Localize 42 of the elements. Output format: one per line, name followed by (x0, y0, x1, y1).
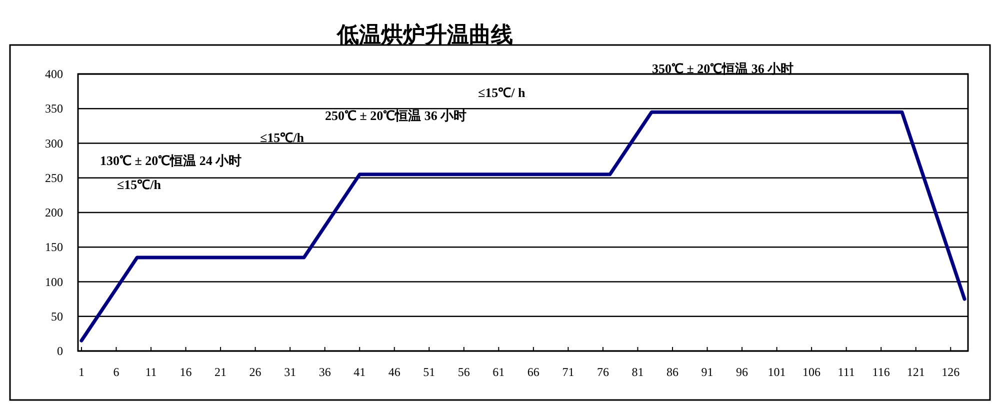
x-tick-label: 46 (388, 365, 400, 379)
x-tick-label: 126 (942, 365, 960, 379)
chart-title: 低温烘炉升温曲线 (336, 22, 513, 47)
x-tick-label: 116 (872, 365, 890, 379)
y-tick-label: 300 (45, 136, 63, 150)
x-tick-label: 16 (180, 365, 192, 379)
x-tick-label: 1 (78, 365, 84, 379)
x-tick-label: 36 (318, 365, 331, 379)
x-tick-label: 71 (562, 365, 574, 379)
annotation: 250℃ ± 20℃恒温 36 小时 (325, 108, 467, 123)
y-tick-label: 50 (51, 309, 63, 324)
line-series (80, 110, 966, 342)
x-tick-label: 61 (492, 365, 505, 379)
annotation: ≤15℃/ h (478, 85, 526, 100)
x-tick-label: 26 (249, 365, 262, 379)
x-tick-label: 76 (596, 365, 609, 379)
y-tick-label: 0 (57, 344, 63, 358)
y-tick-label: 400 (45, 67, 63, 81)
x-tick-label: 56 (458, 365, 470, 379)
x-tick-label: 96 (736, 365, 748, 379)
x-tick-label: 81 (632, 365, 644, 379)
y-tick-label: 100 (45, 274, 63, 289)
x-tick-label: 91 (701, 365, 714, 379)
x-tick-label: 111 (838, 365, 855, 379)
x-tick-label: 106 (802, 365, 821, 379)
x-tick-label: 51 (423, 365, 436, 379)
y-tick-label: 250 (45, 170, 63, 185)
x-tick-label: 21 (214, 365, 227, 379)
x-tick-label: 6 (113, 365, 120, 379)
annotation: 130℃ ± 20℃恒温 24 小时 (100, 153, 242, 168)
x-tick-label: 66 (527, 365, 540, 379)
x-tick-label: 31 (284, 365, 296, 379)
x-tick-label: 86 (666, 365, 678, 379)
annotation: ≤15℃/h (260, 130, 305, 145)
x-tick-label: 41 (354, 365, 366, 379)
x-tick-label: 121 (906, 365, 925, 379)
y-tick-label: 150 (45, 240, 63, 254)
y-tick-label: 350 (45, 102, 63, 116)
annotation: ≤15℃/h (117, 177, 162, 192)
x-tick-label: 101 (768, 365, 786, 379)
x-tick-label: 11 (145, 365, 157, 379)
y-tick-label: 200 (45, 206, 63, 220)
